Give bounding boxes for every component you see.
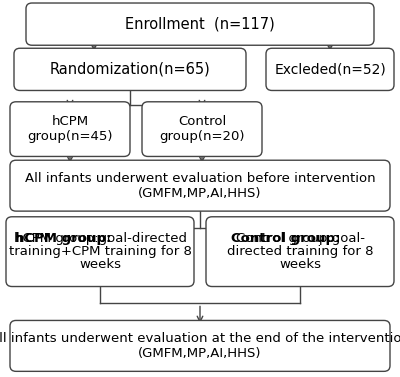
FancyBboxPatch shape [206,217,394,287]
FancyBboxPatch shape [6,217,194,287]
FancyBboxPatch shape [26,3,374,45]
Text: Control group:goal-: Control group:goal- [236,232,364,245]
Text: hCPM group:: hCPM group: [15,232,111,245]
Text: Excleded(n=52): Excleded(n=52) [274,62,386,77]
FancyBboxPatch shape [14,48,246,90]
Text: Randomization(n=65): Randomization(n=65) [50,62,210,77]
Text: training+CPM training for 8: training+CPM training for 8 [8,245,192,258]
FancyBboxPatch shape [10,160,390,211]
FancyBboxPatch shape [10,320,390,371]
FancyBboxPatch shape [142,102,262,156]
Text: All infants underwent evaluation at the end of the intervention
(GMFM,MP,AI,HHS): All infants underwent evaluation at the … [0,332,400,360]
Text: directed training for 8: directed training for 8 [227,245,373,258]
Text: hCPM
group(n=45): hCPM group(n=45) [27,115,113,143]
FancyBboxPatch shape [266,48,394,90]
Text: Enrollment  (n=117): Enrollment (n=117) [125,17,275,32]
Text: Control group:: Control group: [231,232,340,245]
FancyBboxPatch shape [10,102,130,156]
Text: weeks: weeks [79,258,121,271]
Text: hCPM group:goal-directed: hCPM group:goal-directed [14,232,186,245]
Text: All infants underwent evaluation before intervention
(GMFM,MP,AI,HHS): All infants underwent evaluation before … [25,172,375,200]
Text: Control
group(n=20): Control group(n=20) [159,115,245,143]
Text: weeks: weeks [279,258,321,271]
